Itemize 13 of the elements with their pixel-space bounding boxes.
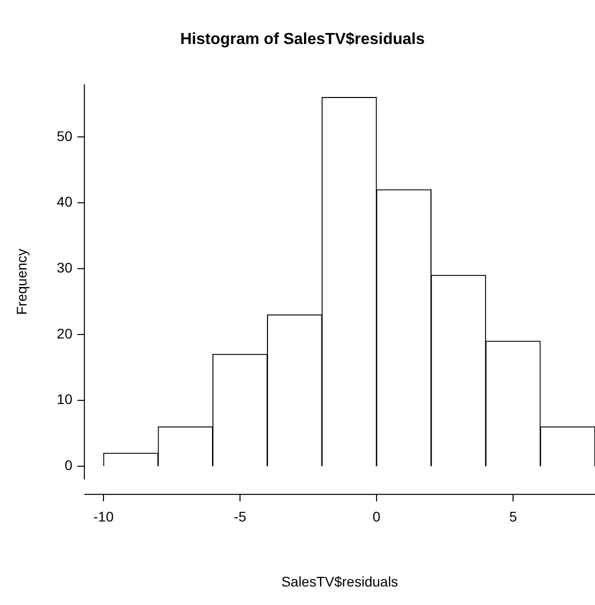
chart-title: Histogram of SalesTV$residuals xyxy=(180,31,425,48)
x-tick-label: -5 xyxy=(234,508,246,525)
y-axis-title: Frequency xyxy=(13,248,30,315)
y-tick-label: 40 xyxy=(56,194,73,210)
y-tick-label: 0 xyxy=(64,457,73,474)
y-tick-label: 20 xyxy=(56,325,73,342)
x-axis-title: SalesTV$residuals xyxy=(281,573,398,590)
y-tick-label: 50 xyxy=(56,128,73,144)
x-tick-label: 5 xyxy=(509,508,518,525)
x-tick-label: -10 xyxy=(93,508,114,525)
x-tick-label: 0 xyxy=(372,508,381,525)
y-tick-label: 10 xyxy=(56,391,73,408)
y-tick-label: 30 xyxy=(56,259,73,276)
